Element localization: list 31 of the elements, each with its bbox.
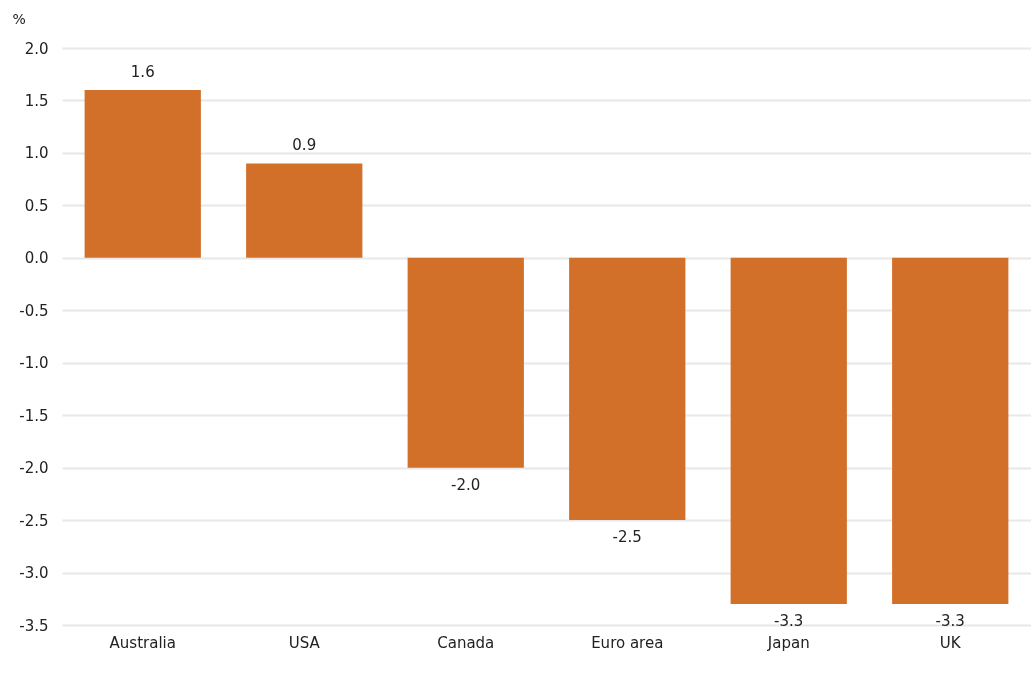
data-label: -3.3 bbox=[935, 612, 965, 631]
data-label: -3.3 bbox=[774, 612, 804, 631]
x-tick-label: Euro area bbox=[591, 633, 664, 652]
y-tick-label: 1.5 bbox=[24, 91, 49, 110]
data-label: -2.5 bbox=[612, 528, 642, 547]
data-label: 1.6 bbox=[130, 62, 155, 81]
y-tick-label: -3.5 bbox=[19, 616, 49, 635]
y-tick-label: 2.0 bbox=[24, 39, 49, 58]
y-tick-label: -1.5 bbox=[19, 406, 49, 425]
data-label: 0.9 bbox=[292, 136, 317, 155]
y-tick-label: -0.5 bbox=[19, 301, 49, 320]
bar bbox=[407, 257, 524, 468]
bar bbox=[569, 257, 686, 521]
x-tick-label: Australia bbox=[109, 633, 176, 652]
y-tick-label: -2.5 bbox=[19, 511, 49, 530]
x-tick-label: Canada bbox=[437, 633, 495, 652]
bar bbox=[892, 257, 1009, 605]
y-axis-title: % bbox=[12, 10, 26, 27]
data-label: -2.0 bbox=[451, 475, 481, 494]
bar bbox=[246, 163, 363, 258]
x-tick-label: UK bbox=[939, 633, 962, 652]
y-tick-label: -2.0 bbox=[19, 459, 49, 478]
y-tick-label: 0.0 bbox=[24, 249, 49, 268]
bar bbox=[84, 89, 201, 258]
y-tick-label: -3.0 bbox=[19, 564, 49, 583]
y-tick-label: 1.0 bbox=[24, 144, 49, 163]
y-tick-label: -1.0 bbox=[19, 354, 49, 373]
y-tick-label: 0.5 bbox=[24, 196, 49, 215]
x-tick-label: USA bbox=[288, 633, 321, 652]
bar bbox=[730, 257, 847, 605]
x-tick-label: Japan bbox=[766, 633, 810, 652]
